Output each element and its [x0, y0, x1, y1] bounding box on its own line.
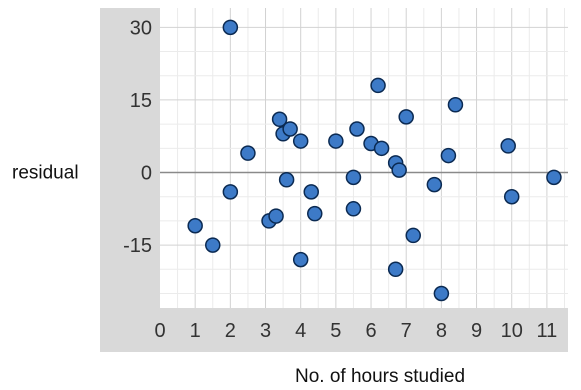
x-tick-label: 11: [537, 320, 558, 342]
x-tick-label: 8: [436, 320, 447, 342]
data-point: [345, 169, 362, 186]
data-point: [373, 140, 390, 157]
x-tick-label: 1: [190, 320, 201, 342]
x-tick-label: 9: [471, 320, 482, 342]
data-points: [187, 19, 562, 302]
plot-area: [160, 8, 568, 308]
data-point: [240, 145, 256, 161]
data-point: [303, 184, 319, 200]
axis-panels: [100, 8, 568, 352]
data-point: [387, 261, 404, 278]
y-tick-labels: -15 0 15 30: [123, 17, 152, 257]
data-point: [405, 227, 421, 244]
x-tick-label: 7: [401, 320, 412, 342]
y-tick-label: 30: [130, 17, 152, 39]
data-point: [345, 201, 362, 217]
data-point: [328, 133, 344, 149]
y-axis-panel: [100, 8, 160, 308]
data-point: [370, 77, 386, 94]
y-axis-label: residual: [12, 163, 79, 184]
x-tick-label: 3: [260, 320, 271, 342]
data-point: [307, 205, 323, 222]
data-point: [447, 97, 464, 113]
data-point: [187, 217, 203, 234]
data-point: [292, 133, 309, 149]
data-point: [426, 176, 443, 193]
data-point: [271, 111, 288, 128]
data-point: [349, 121, 365, 137]
y-tick-label: 0: [141, 163, 152, 185]
x-tick-label: 6: [365, 320, 376, 342]
data-point: [503, 188, 520, 205]
data-point: [222, 19, 239, 36]
data-point: [440, 147, 457, 164]
data-point: [500, 138, 516, 154]
data-point: [278, 172, 295, 188]
data-point: [268, 208, 284, 224]
data-point: [282, 121, 298, 137]
x-axis-label: No. of hours studied: [295, 366, 465, 387]
data-point: [433, 285, 450, 302]
data-point: [205, 237, 221, 253]
data-point: [222, 184, 239, 200]
x-tick-labels: 0 1 2 3 4 5 6 7 8 9 10 11: [154, 320, 557, 342]
data-point: [398, 109, 414, 125]
data-point: [391, 162, 407, 178]
x-tick-label: 4: [295, 320, 306, 342]
x-tick-label: 5: [330, 320, 341, 342]
x-axis-panel: [100, 308, 568, 352]
x-tick-label: 10: [501, 320, 523, 342]
data-point: [546, 169, 562, 186]
data-point: [292, 251, 309, 268]
x-tick-label: 2: [225, 320, 236, 342]
y-tick-label: -15: [123, 235, 152, 257]
y-tick-label: 15: [130, 90, 152, 112]
x-tick-label: 0: [154, 320, 165, 342]
